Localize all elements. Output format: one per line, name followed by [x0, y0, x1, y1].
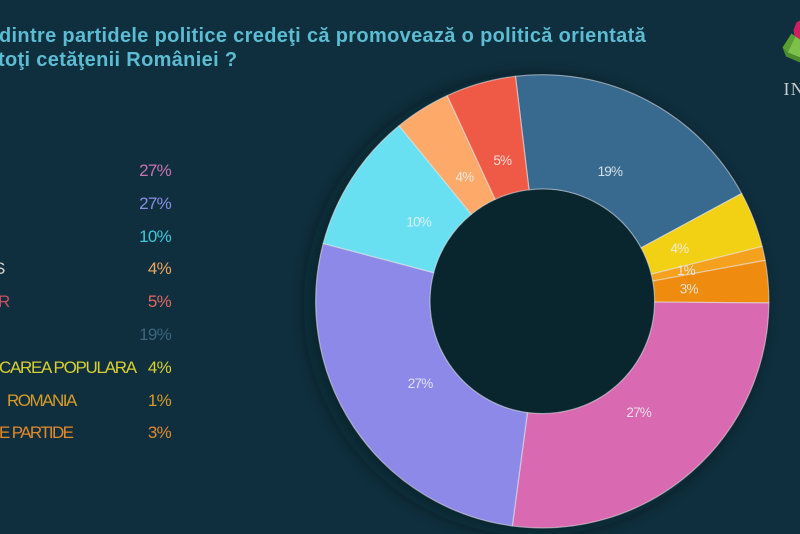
- svg-text:5%: 5%: [493, 153, 512, 168]
- svg-text:10%: 10%: [406, 215, 431, 230]
- svg-text:IN: IN: [784, 79, 800, 99]
- svg-text:3%: 3%: [680, 282, 699, 297]
- svg-text:19%: 19%: [598, 164, 623, 179]
- svg-text:4%: 4%: [670, 241, 689, 256]
- svg-text:4%: 4%: [455, 170, 474, 185]
- svg-text:27%: 27%: [626, 405, 651, 420]
- svg-text:1%: 1%: [677, 263, 696, 278]
- svg-text:27%: 27%: [408, 376, 433, 391]
